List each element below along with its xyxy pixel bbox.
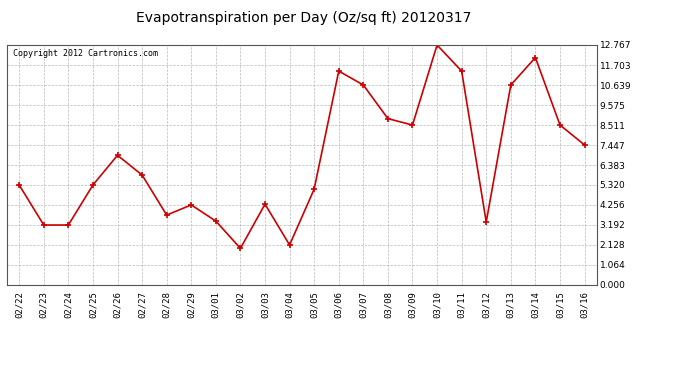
Text: Copyright 2012 Cartronics.com: Copyright 2012 Cartronics.com <box>13 49 158 58</box>
Text: Evapotranspiration per Day (Oz/sq ft) 20120317: Evapotranspiration per Day (Oz/sq ft) 20… <box>136 11 471 25</box>
